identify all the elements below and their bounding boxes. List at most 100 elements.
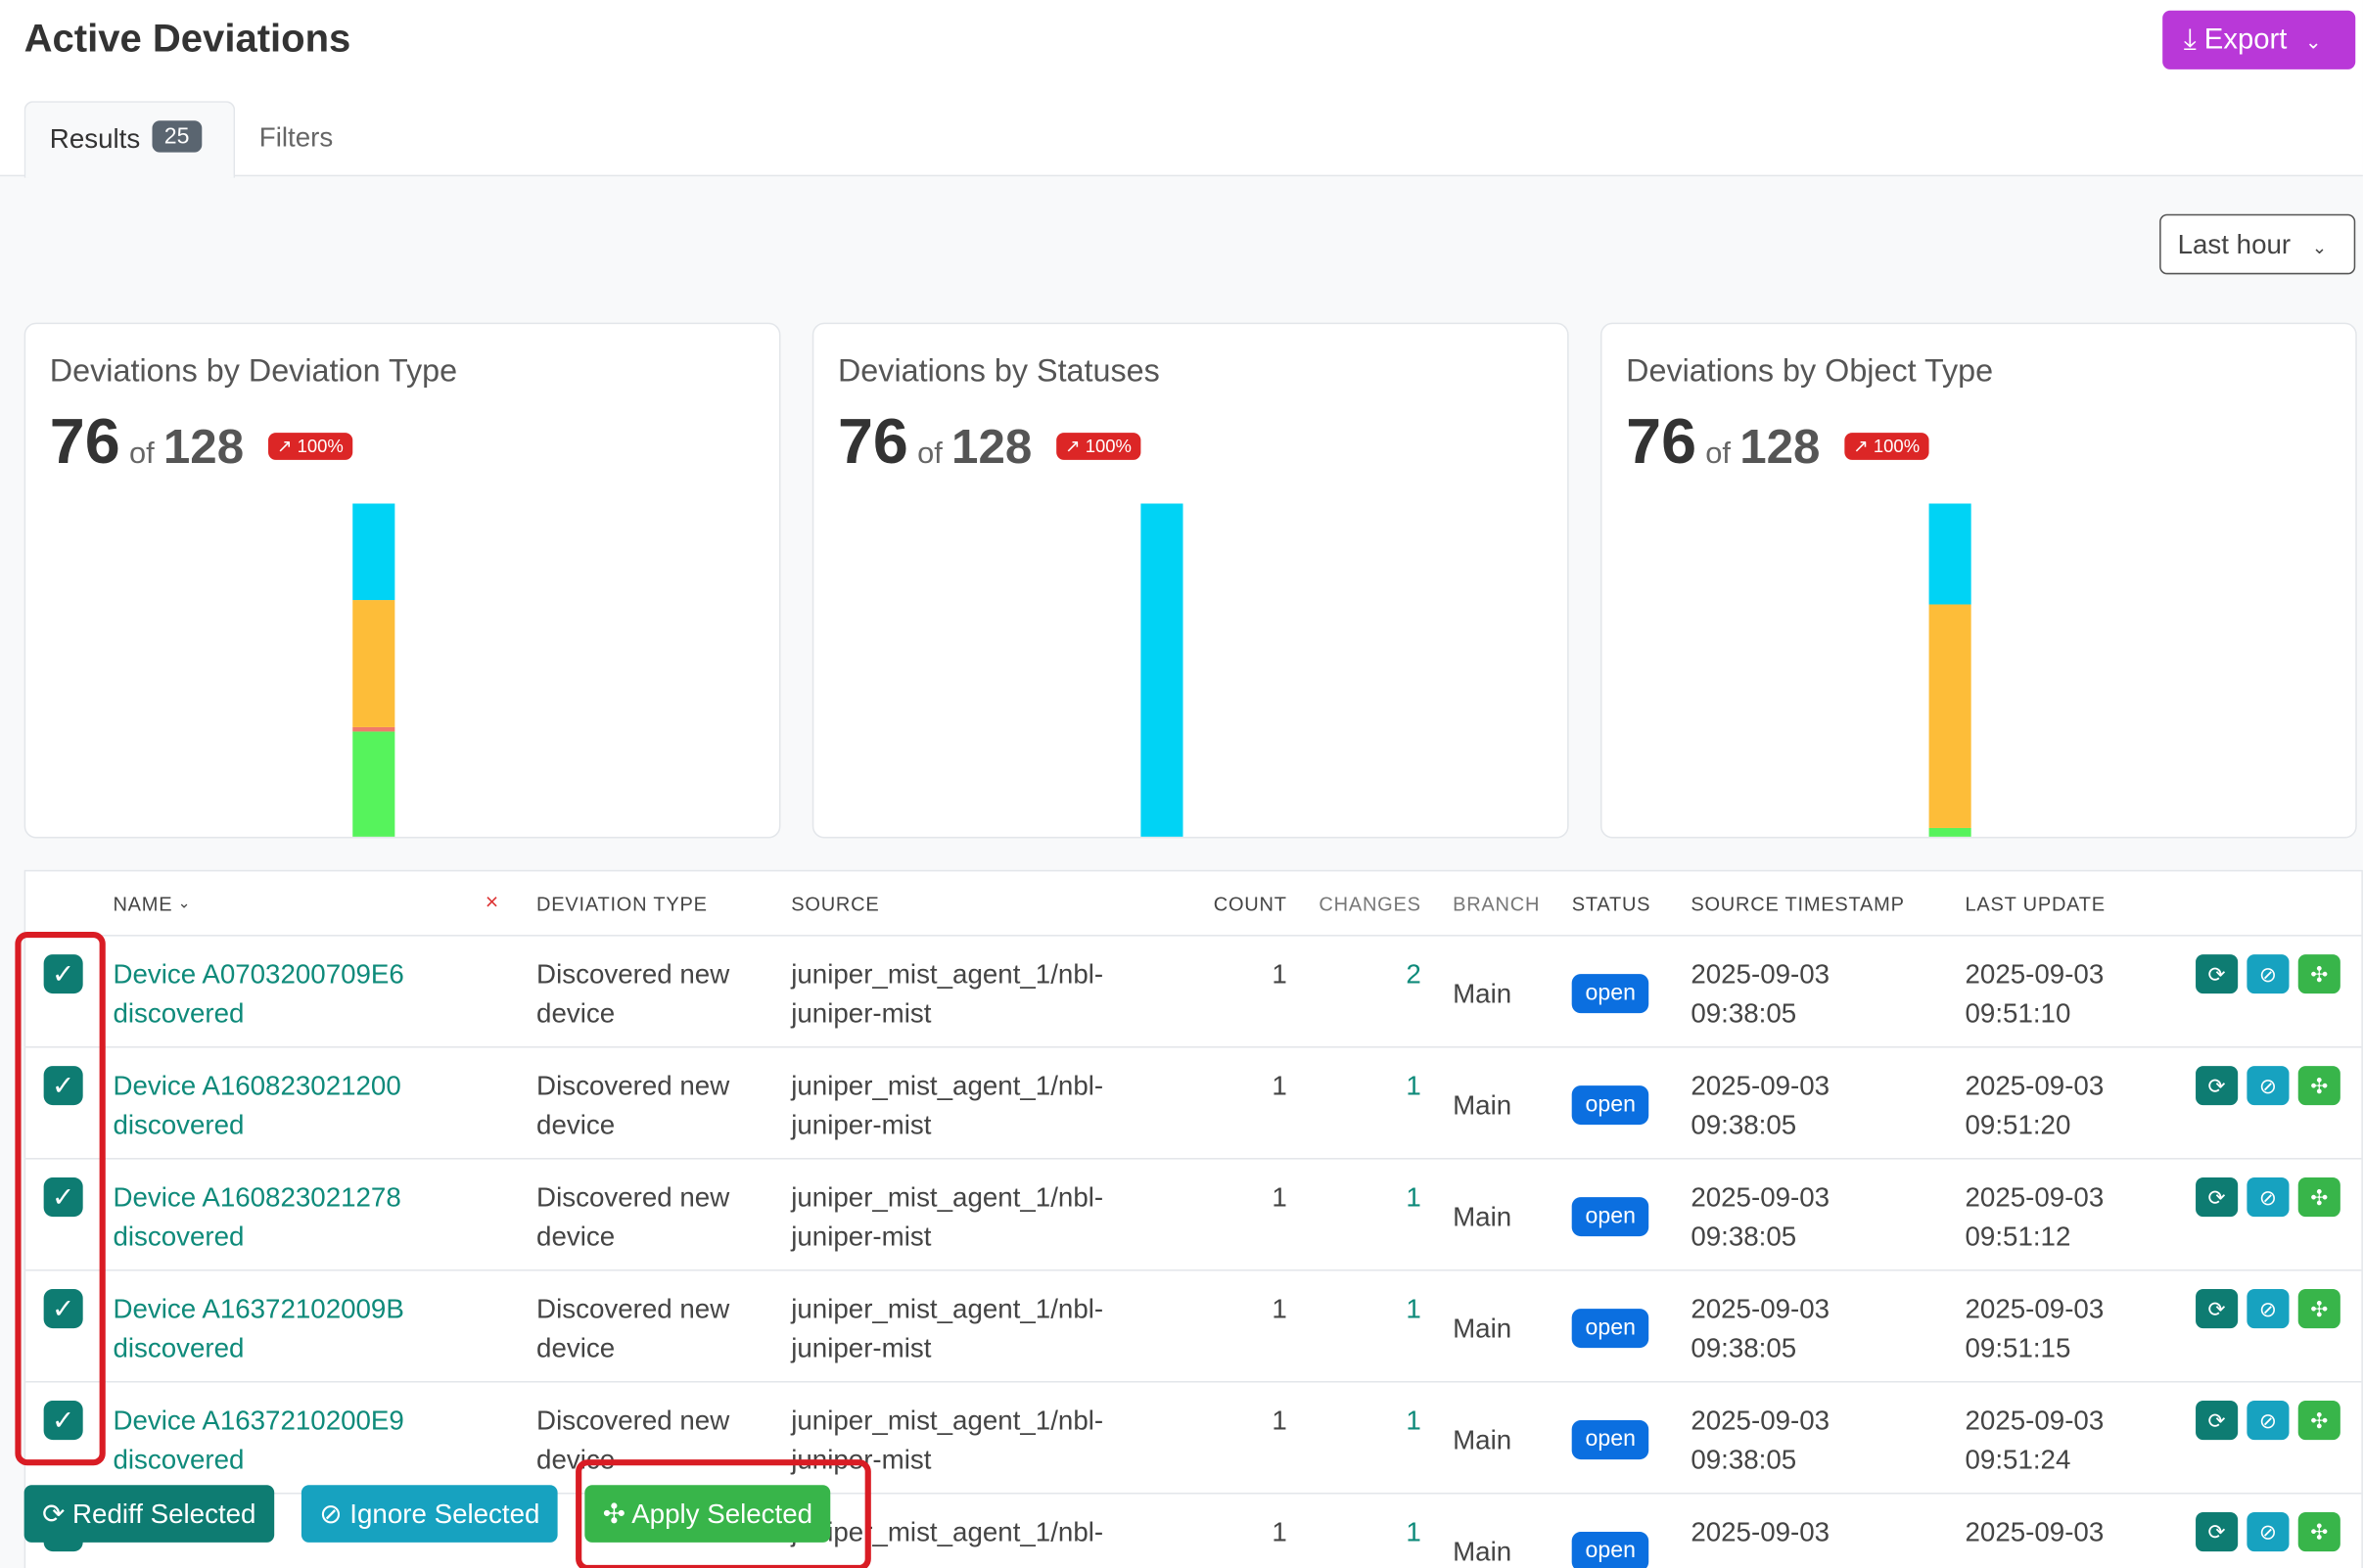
source: juniper_mist_agent_1/nbl-juniper-mist — [791, 1405, 1104, 1475]
checkbox[interactable]: ✓ — [43, 1177, 83, 1218]
bulk-button[interactable]: ⊘ Ignore Selected — [301, 1485, 558, 1543]
source-ts: 2025-09-03 — [1691, 1516, 1830, 1547]
rediff-action[interactable]: ⟳ — [2196, 1177, 2239, 1218]
column-header: COUNT — [1213, 892, 1287, 916]
updated: 2025-09-03 09:51:12 — [1965, 1181, 2105, 1252]
count: 1 — [1272, 958, 1287, 990]
export-button[interactable]: ⤓ Export ⌄ — [2162, 10, 2356, 69]
count: 1 — [1272, 1405, 1287, 1436]
bar-segment — [352, 726, 395, 732]
total: 128 — [1739, 419, 1821, 474]
type: Discovered new device — [536, 1293, 730, 1363]
highlight-apply — [576, 1459, 871, 1568]
ignore-action[interactable]: ⊘ — [2247, 954, 2290, 994]
rediff-action[interactable]: ⟳ — [2196, 1289, 2239, 1329]
name[interactable]: Device A160823021278 discovered — [113, 1181, 401, 1252]
branch: Main — [1453, 1424, 1512, 1455]
source-ts: 2025-09-03 09:38:05 — [1691, 1293, 1830, 1363]
changes[interactable]: 1 — [1406, 1181, 1421, 1213]
tab-filters[interactable]: Filters — [258, 121, 334, 153]
changes[interactable]: 1 — [1406, 1405, 1421, 1436]
name[interactable]: Device A0703200709E6 discovered — [113, 958, 404, 1029]
checkbox[interactable]: ✓ — [43, 954, 83, 994]
time-filter[interactable]: Last hour ⌄ — [2159, 213, 2356, 275]
type: Discovered new device — [536, 1181, 730, 1252]
status-badge: open — [1571, 1309, 1649, 1349]
header: Active Deviations ⤓ Export ⌄ Results 25 F… — [0, 0, 2363, 178]
source-ts: 2025-09-03 09:38:05 — [1691, 1070, 1830, 1140]
apply-action[interactable]: ✣ — [2297, 1289, 2340, 1329]
chart — [352, 503, 395, 837]
checkbox[interactable]: ✓ — [43, 1401, 83, 1441]
bulk-button[interactable]: ⟳ Rediff Selected — [23, 1485, 274, 1543]
apply-action[interactable]: ✣ — [2297, 1401, 2340, 1441]
source: juniper_mist_agent_1/nbl-juniper-mist — [791, 1070, 1104, 1140]
table-row: ✓ Device A1637210200E9 discovered Discover… — [25, 1381, 2362, 1495]
source-ts: 2025-09-03 09:38:05 — [1691, 1405, 1830, 1475]
card-count: 76 of 128 ↗ 100% — [49, 405, 353, 478]
bulk-label: Apply Selected — [631, 1499, 813, 1529]
column-header[interactable]: NAME — [113, 892, 173, 916]
apply-action[interactable]: ✣ — [2297, 1066, 2340, 1106]
rediff-action[interactable]: ⟳ — [2196, 1066, 2239, 1106]
chart — [1928, 503, 1971, 837]
ignore-action[interactable]: ⊘ — [2247, 1177, 2290, 1218]
changes[interactable]: 1 — [1406, 1293, 1421, 1324]
column-header: SOURCE TIMESTAMP — [1691, 892, 1905, 916]
count: 1 — [1272, 1070, 1287, 1101]
changes[interactable]: 1 — [1406, 1516, 1421, 1547]
bar-segment — [352, 731, 395, 837]
ignore-action[interactable]: ⊘ — [2247, 1512, 2290, 1552]
of-label: of — [1705, 437, 1731, 471]
status-badge: open — [1571, 1420, 1649, 1460]
card-count: 76 of 128 ↗ 100% — [1626, 405, 1929, 478]
count: 76 — [49, 405, 120, 477]
bar-segment — [1928, 604, 1971, 828]
ignore-action[interactable]: ⊘ — [2247, 1066, 2290, 1106]
branch: Main — [1453, 1089, 1512, 1121]
table: NAME DEVIATION TYPE SOURCE COUNT CHANGES BRAN… — [23, 869, 2363, 1568]
status-badge: open — [1571, 974, 1649, 1014]
source-ts: 2025-09-03 09:38:05 — [1691, 958, 1830, 1029]
status-badge: open — [1571, 1197, 1649, 1237]
clear-filter[interactable]: × — [485, 889, 499, 916]
changes[interactable]: 2 — [1406, 958, 1421, 990]
column-header: LAST UPDATE — [1965, 892, 2106, 916]
name[interactable]: Device A160823021200 discovered — [113, 1070, 401, 1140]
branch: Main — [1453, 1313, 1512, 1344]
count: 1 — [1272, 1516, 1287, 1547]
name[interactable]: Device A1637210200E9 discovered — [113, 1405, 404, 1475]
table-row: ✓ Device A16372102009B discovered Discover… — [25, 1269, 2362, 1383]
ignore-action[interactable]: ⊘ — [2247, 1401, 2290, 1441]
ignore-action[interactable]: ⊘ — [2247, 1289, 2290, 1329]
checkbox[interactable]: ✓ — [43, 1289, 83, 1329]
column-header: BRANCH — [1453, 892, 1541, 916]
table-row: ✓ Device A160823021200 discovered Discover… — [25, 1046, 2362, 1160]
card-count: 76 of 128 ↗ 100% — [838, 405, 1141, 478]
bulk-button[interactable]: ✣ Apply Selected — [584, 1485, 831, 1543]
tab-results[interactable]: Results 25 — [23, 101, 236, 178]
changes[interactable]: 1 — [1406, 1070, 1421, 1101]
apply-action[interactable]: ✣ — [2297, 954, 2340, 994]
table-row: ✓ Device A160823021278 discovered Discover… — [25, 1158, 2362, 1271]
apply-action[interactable]: ✣ — [2297, 1177, 2340, 1218]
column-header: STATUS — [1571, 892, 1651, 916]
rediff-action[interactable]: ⟳ — [2196, 1512, 2239, 1552]
total: 128 — [951, 419, 1033, 474]
change-pill: ↗ 100% — [1055, 432, 1141, 460]
export-label: Export — [2203, 23, 2288, 56]
status-badge: open — [1571, 1085, 1649, 1126]
source-ts: 2025-09-03 09:38:05 — [1691, 1181, 1830, 1252]
name[interactable]: Device A16372102009B discovered — [113, 1293, 404, 1363]
bulk-label: Ignore Selected — [349, 1499, 540, 1529]
apply-action[interactable]: ✣ — [2297, 1512, 2340, 1552]
sort-icon: ⌄ — [177, 895, 192, 912]
change-pill: ↗ 100% — [1844, 432, 1929, 460]
checkbox[interactable]: ✓ — [43, 1066, 83, 1106]
rediff-action[interactable]: ⟳ — [2196, 954, 2239, 994]
updated: 2025-09-03 09:51:20 — [1965, 1070, 2105, 1140]
chart-card: Deviations by Object Type 76 of 128 ↗ 100% — [1599, 322, 2357, 839]
chart-card: Deviations by Statuses 76 of 128 ↗ 100% — [811, 322, 1569, 839]
rediff-action[interactable]: ⟳ — [2196, 1401, 2239, 1441]
